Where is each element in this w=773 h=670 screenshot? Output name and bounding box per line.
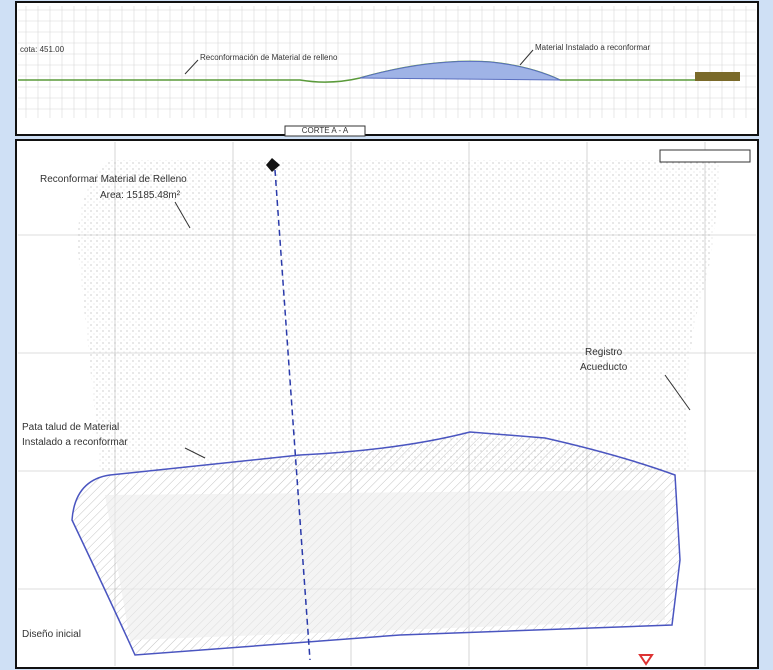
fill-area [78,160,720,470]
elevation-label: cota: 451.00 [20,45,65,54]
installed-material [359,60,561,81]
initial-design [105,490,665,640]
registry-label-1: Registro [585,347,623,358]
initial-design-label: Diseño inicial [22,629,81,640]
fill-label: Reconformación de Material de relleno [200,53,338,62]
section-line [274,169,311,661]
leader [184,59,199,75]
marker [638,654,654,666]
plan-title-box [659,149,751,163]
section-marker [266,158,280,172]
installed-label: Material Instalado a reconformar [535,43,651,52]
toe-label-1: Pata talud de Material [22,422,119,433]
section-title: CORTE A - A [302,126,349,135]
fill-title: Reconformar Material de Relleno [40,174,187,185]
section-panel [15,1,759,136]
leader [174,201,191,229]
section-grid [18,6,756,118]
title-box [284,125,366,137]
registry-label-2: Acueducto [580,362,628,373]
fill-area-label: Area: 15185.48m² [100,190,181,201]
toe-label-2: Instalado a reconformar [22,437,128,448]
leader [184,447,206,459]
structure [695,72,740,81]
leader [519,49,534,66]
leader [664,374,691,411]
